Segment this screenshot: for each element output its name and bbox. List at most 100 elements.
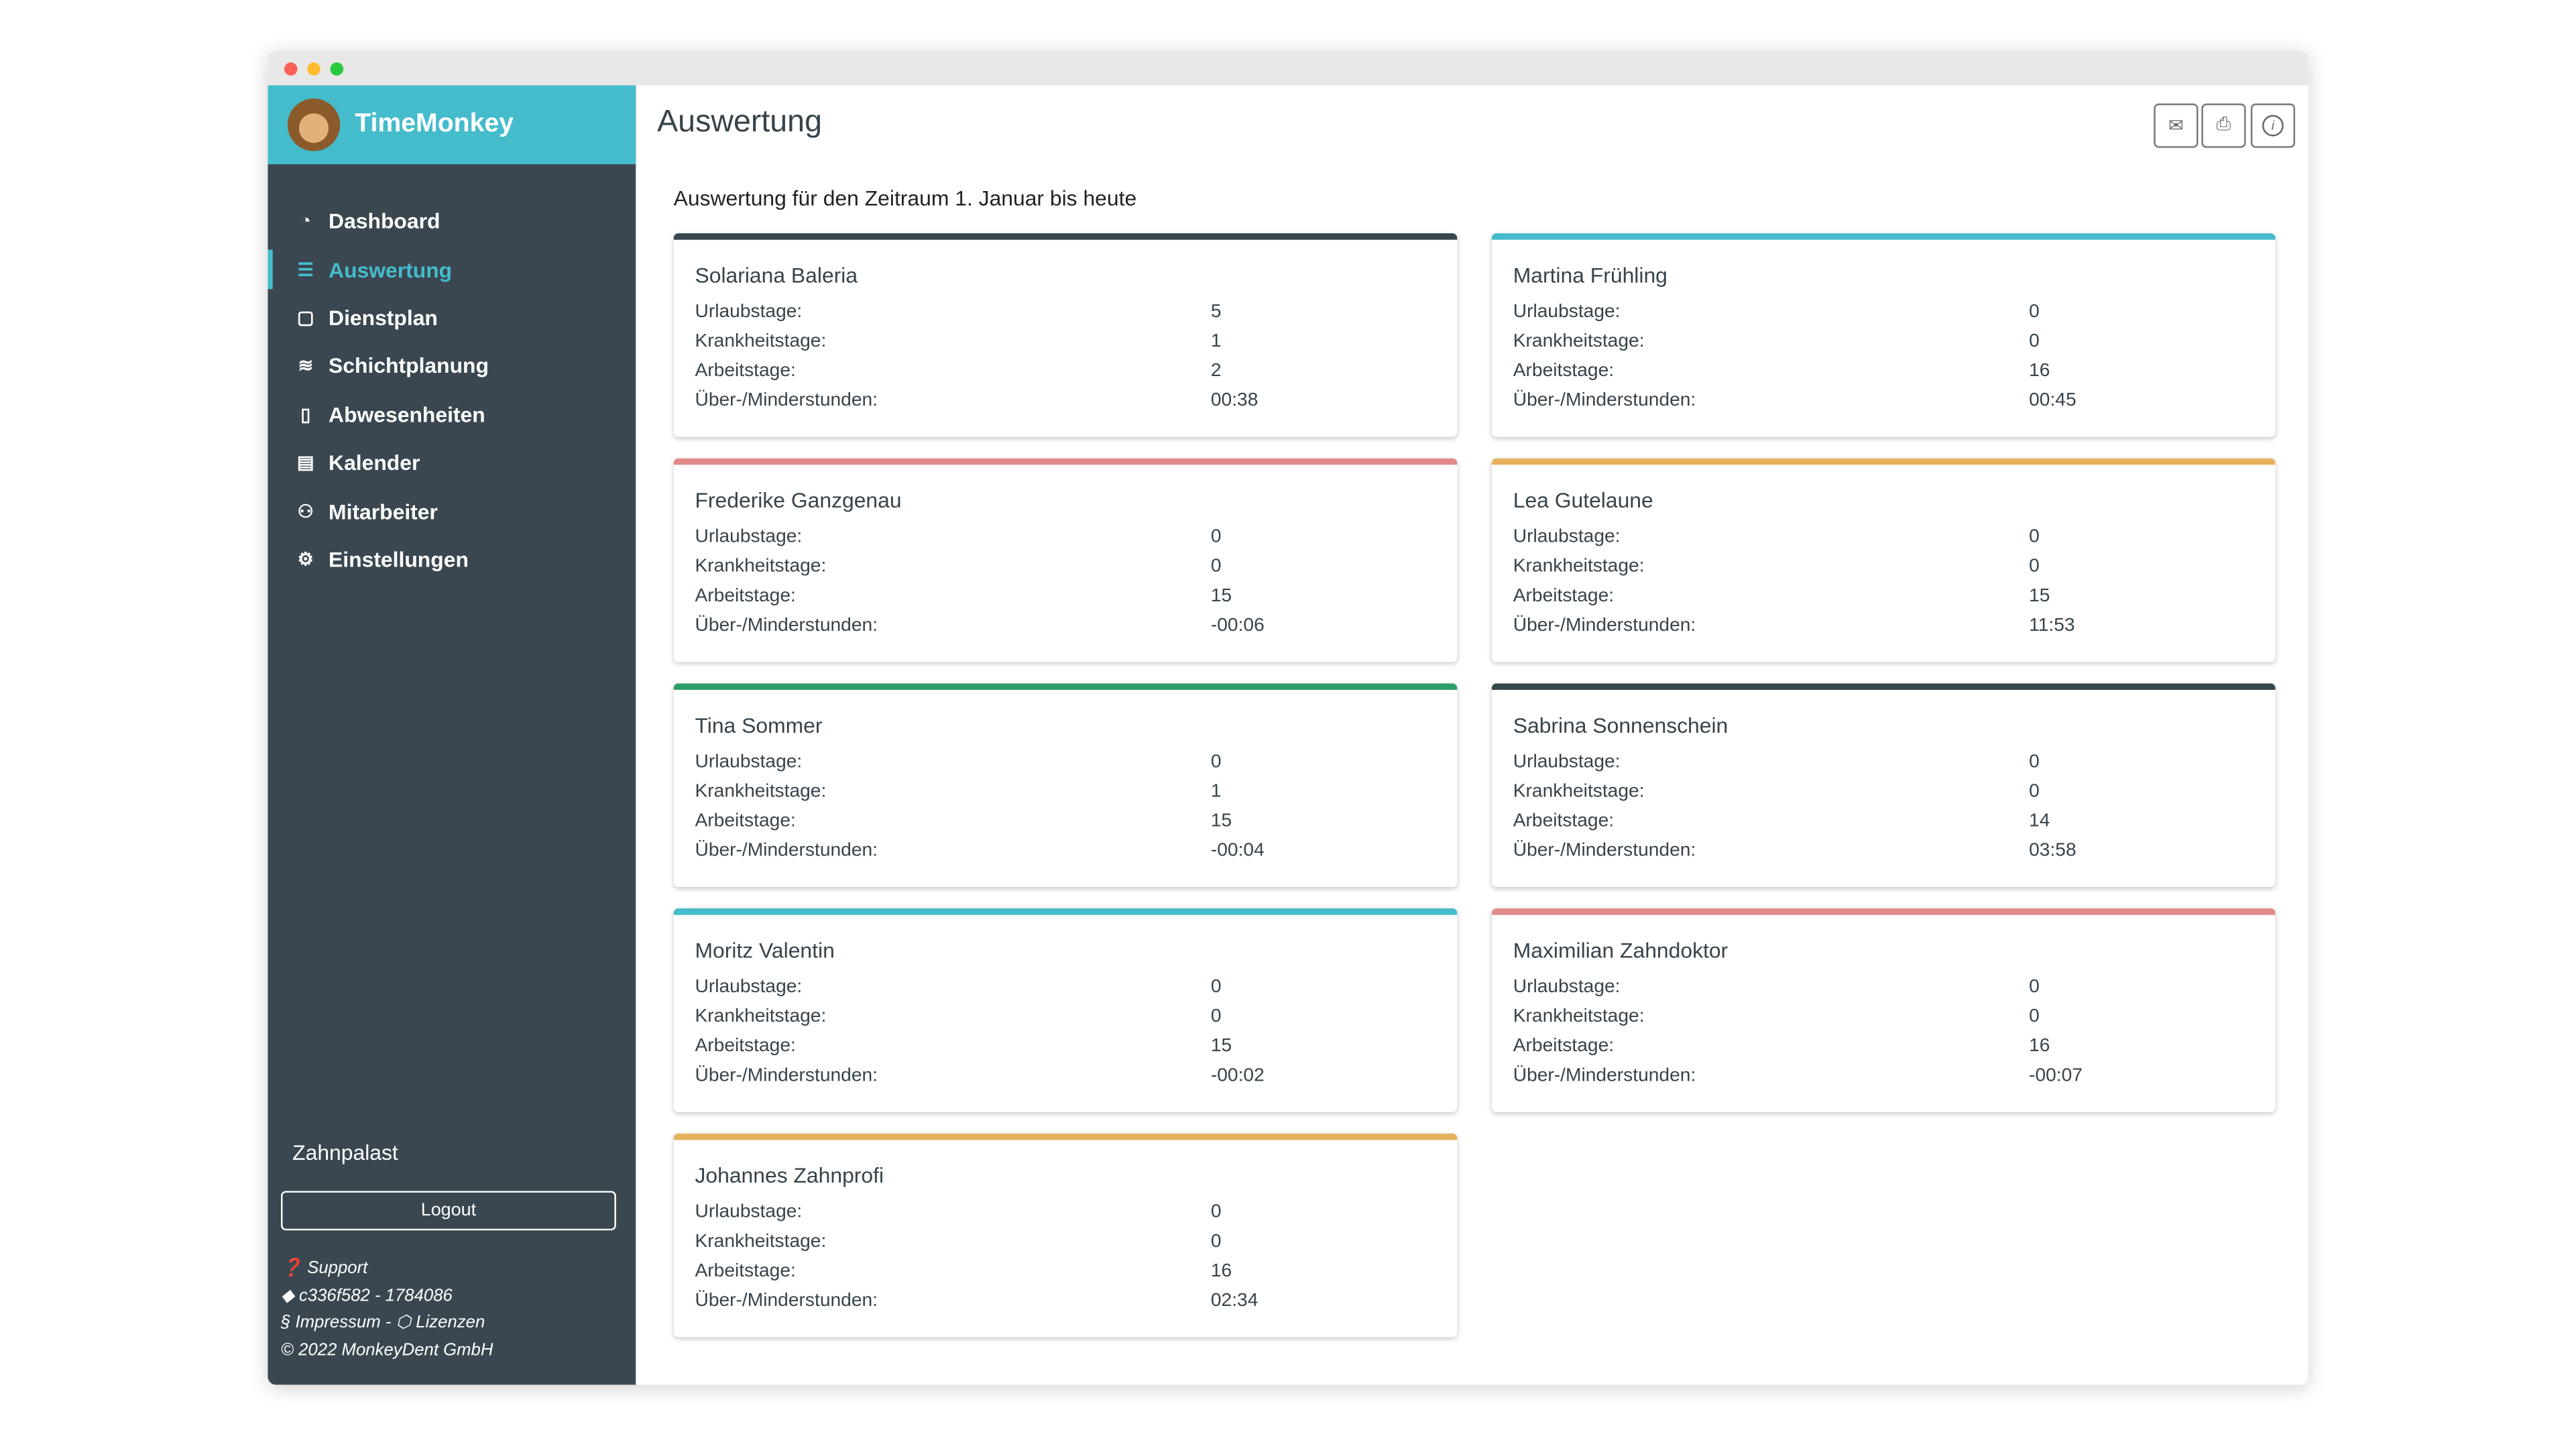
sidebar-item-label: Dienstplan (329, 305, 438, 331)
stat-label: Urlaubstage: (1513, 752, 1621, 772)
sidebar-item-label: Kalender (329, 450, 420, 475)
stat-row: Krankheitstage: 1 (695, 332, 1450, 351)
sidebar-item-label: Mitarbeiter (329, 498, 438, 524)
sidebar-item-label: Abwesenheiten (329, 402, 485, 427)
stat-row: Arbeitstage: 15 (695, 587, 1450, 606)
sidebar-nav: ◔ Dashboard ☰ Auswertung ▢ Dienstplan ≋ Schicht… (268, 197, 636, 583)
stat-label: Krankheitstage: (695, 556, 827, 577)
employee-card: Martina Frühling Urlaubstage: 0 Krankheitst… (1491, 233, 2276, 437)
info-icon: i (2262, 115, 2284, 137)
stat-label: Urlaubstage: (695, 527, 803, 547)
info-button[interactable]: i (2250, 103, 2296, 148)
stat-label: Arbeitstage: (1513, 811, 1615, 831)
sidebar-item-schichtplanung[interactable]: ≋ Schichtplanung (268, 342, 636, 390)
employee-card: Johannes Zahnprofi Urlaubstage: 0 Krankheit… (673, 1133, 1458, 1337)
stat-label: Über-/Minderstunden: (695, 841, 878, 861)
stat-row: Arbeitstage: 15 (1513, 587, 2269, 606)
stat-row: Urlaubstage: 0 (1513, 977, 2269, 997)
stat-label: Arbeitstage: (1513, 361, 1615, 381)
monkey-logo-icon (287, 99, 341, 152)
brand-header[interactable]: TimeMonkey (268, 85, 636, 165)
stat-value: 11:53 (2029, 615, 2075, 636)
stat-label: Krankheitstage: (1513, 1007, 1645, 1027)
sidebar-item-abwesenheiten[interactable]: ▯ Abwesenheiten (268, 390, 636, 438)
employee-name: Frederike Ganzgenau (695, 487, 902, 513)
stat-label: Arbeitstage: (1513, 1036, 1615, 1057)
stat-label: Über-/Minderstunden: (695, 615, 878, 636)
logout-button[interactable]: Logout (281, 1191, 616, 1231)
stat-value: 0 (1210, 1232, 1222, 1252)
stat-label: Arbeitstage: (695, 361, 796, 381)
stat-value: 16 (1210, 1261, 1232, 1282)
sidebar-item-dashboard[interactable]: ◔ Dashboard (268, 197, 636, 245)
close-window-button[interactable] (284, 62, 298, 76)
stat-row: Krankheitstage: 0 (1513, 332, 2269, 351)
sidebar-item-mitarbeiter[interactable]: ⚇ Mitarbeiter (268, 487, 636, 535)
help-circle-icon: ❓ (281, 1258, 303, 1278)
print-button[interactable]: ⎙ (2201, 103, 2246, 148)
employee-card: Moritz Valentin Urlaubstage: 0 Krankheitsta… (673, 908, 1458, 1112)
stat-label: Urlaubstage: (1513, 527, 1621, 547)
sidebar-item-einstellungen[interactable]: ⚙ Einstellungen (268, 535, 636, 583)
stat-row: Arbeitstage: 16 (1513, 361, 2269, 381)
employee-name: Moritz Valentin (695, 938, 835, 963)
stat-value: -00:07 (2029, 1066, 2083, 1086)
stat-row: Arbeitstage: 14 (1513, 811, 2269, 831)
stat-row: Krankheitstage: 0 (695, 557, 1450, 577)
impressum-link[interactable]: Impressum (295, 1312, 381, 1333)
employee-card: Solariana Baleria Urlaubstage: 5 Krankheits… (673, 233, 1458, 437)
stat-value: 0 (2029, 556, 2040, 577)
stat-value: 0 (1210, 1007, 1222, 1027)
sidebar-footer: ❓ Support ◆ c336f582 - 1784086 § Impress… (281, 1258, 493, 1360)
stat-row: Urlaubstage: 0 (695, 528, 1450, 547)
sidebar-item-label: Einstellungen (329, 546, 469, 572)
stat-value: -00:02 (1210, 1066, 1265, 1086)
sidebar-item-kalender[interactable]: ▤ Kalender (268, 438, 636, 487)
stat-row: Urlaubstage: 0 (1513, 302, 2269, 322)
stat-label: Urlaubstage: (1513, 302, 1621, 322)
stat-row: Krankheitstage: 0 (1513, 782, 2269, 801)
sidebar-item-auswertung[interactable]: ☰ Auswertung (268, 245, 636, 294)
stat-row: Arbeitstage: 2 (695, 361, 1450, 381)
stat-label: Urlaubstage: (695, 752, 803, 772)
stat-value: 15 (1210, 811, 1232, 831)
stat-value: 2 (1210, 361, 1222, 381)
sidebar-item-label: Schichtplanung (329, 353, 489, 379)
copyright-text: 2022 MonkeyDent GmbH (298, 1339, 493, 1360)
sidebar-item-dienstplan[interactable]: ▢ Dienstplan (268, 294, 636, 342)
gear-icon: ⚙ (297, 550, 314, 571)
stat-label: Urlaubstage: (695, 1202, 803, 1223)
employee-card: Tina Sommer Urlaubstage: 0 Krankheitstage: 1… (673, 683, 1458, 888)
stat-row: Über-/Minderstunden: 03:58 (1513, 841, 2269, 861)
git-icon: ◆ (281, 1285, 294, 1305)
minimize-window-button[interactable] (307, 62, 320, 76)
sidebar: TimeMonkey ◔ Dashboard ☰ Auswertung ▢ Dienstp… (268, 85, 636, 1385)
stat-label: Arbeitstage: (1513, 586, 1615, 607)
sidebar-item-label: Auswertung (329, 257, 453, 282)
stat-value: 0 (2029, 331, 2040, 352)
employee-name: Tina Sommer (695, 713, 823, 738)
employee-name: Solariana Baleria (695, 263, 858, 288)
stat-value: 1 (1210, 782, 1222, 802)
stat-row: Urlaubstage: 0 (695, 977, 1450, 997)
stat-value: -00:06 (1210, 615, 1265, 636)
stat-row: Krankheitstage: 0 (1513, 557, 2269, 577)
stat-value: 0 (1210, 752, 1222, 772)
stat-row: Über-/Minderstunden: -00:02 (695, 1066, 1450, 1085)
stat-value: 15 (1210, 1036, 1232, 1057)
stat-label: Krankheitstage: (1513, 331, 1645, 352)
employee-card: Sabrina Sonnenschein Urlaubstage: 0 Krankhe… (1491, 683, 2276, 888)
employee-name: Lea Gutelaune (1513, 487, 1653, 513)
maximize-window-button[interactable] (330, 62, 344, 76)
stat-row: Urlaubstage: 0 (695, 752, 1450, 772)
stat-value: 5 (1210, 302, 1222, 322)
employee-name: Sabrina Sonnenschein (1513, 713, 1729, 738)
support-link[interactable]: Support (307, 1258, 368, 1278)
stat-row: Über-/Minderstunden: -00:04 (695, 841, 1450, 861)
lizenzen-link[interactable]: Lizenzen (416, 1312, 485, 1333)
stat-value: 15 (2029, 586, 2050, 607)
sidebar-item-label: Dashboard (329, 208, 441, 234)
mail-button[interactable]: ✉ (2154, 103, 2199, 148)
app-window: TimeMonkey ◔ Dashboard ☰ Auswertung ▢ Dienstp… (268, 50, 2308, 1385)
section-icon: § (281, 1312, 291, 1333)
